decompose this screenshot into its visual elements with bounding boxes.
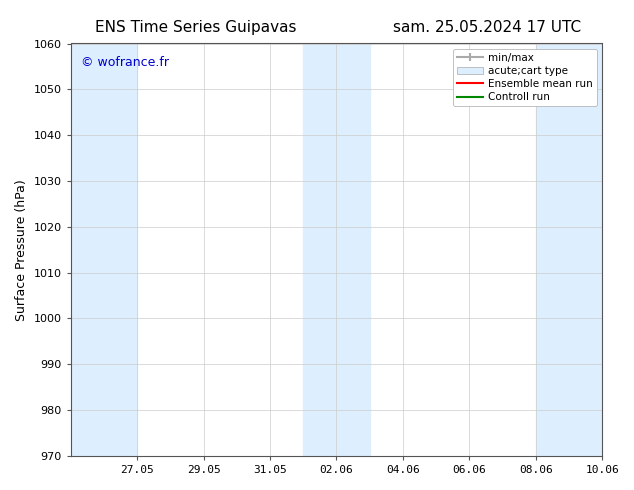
Text: ENS Time Series Guipavas: ENS Time Series Guipavas	[95, 20, 297, 35]
Text: sam. 25.05.2024 17 UTC: sam. 25.05.2024 17 UTC	[393, 20, 581, 35]
Bar	[303, 44, 370, 456]
Y-axis label: Surface Pressure (hPa): Surface Pressure (hPa)	[15, 179, 28, 320]
Bar	[536, 44, 602, 456]
Bar	[71, 44, 137, 456]
Legend: min/max, acute;cart type, Ensemble mean run, Controll run: min/max, acute;cart type, Ensemble mean …	[453, 49, 597, 106]
Text: © wofrance.fr: © wofrance.fr	[81, 56, 169, 69]
